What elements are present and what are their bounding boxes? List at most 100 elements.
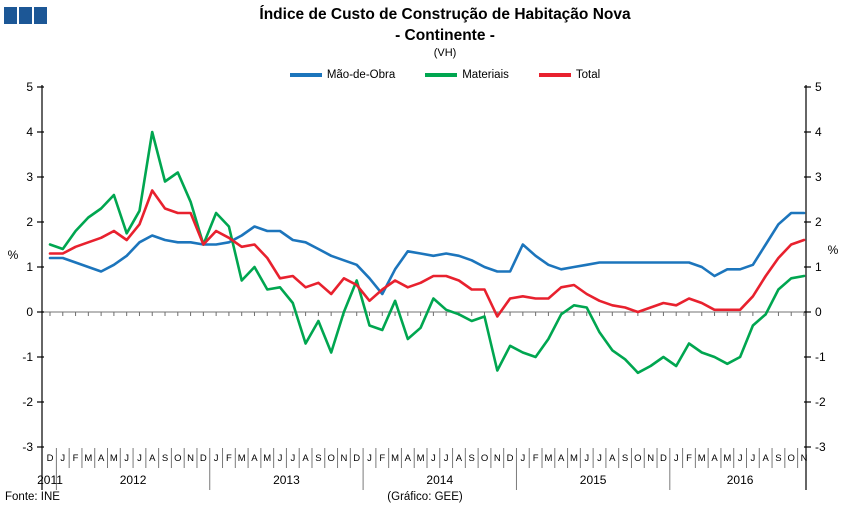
- month-label: A: [405, 453, 412, 464]
- y-tick-label-left: 0: [26, 305, 33, 319]
- month-label: A: [98, 453, 105, 464]
- month-label: M: [544, 453, 552, 464]
- y-tick-label-left: -3: [22, 440, 33, 454]
- month-label: M: [391, 453, 399, 464]
- series-line-materiais: [48, 130, 806, 375]
- month-label: J: [674, 453, 679, 464]
- year-label: 2011: [37, 473, 63, 487]
- y-axis-unit-left: %: [8, 248, 19, 262]
- chart-title: Índice de Custo de Construção de Habitaç…: [259, 6, 631, 23]
- y-tick-label-right: 0: [815, 305, 822, 319]
- month-label: O: [327, 453, 334, 464]
- y-tick-label-left: 4: [26, 125, 33, 139]
- month-label: S: [622, 453, 628, 464]
- month-label: N: [801, 453, 808, 464]
- month-label: A: [149, 453, 156, 464]
- month-label: N: [647, 453, 654, 464]
- month-label: J: [751, 453, 756, 464]
- y-tick-label-right: 4: [815, 125, 822, 139]
- y-axis-unit-right: %: [828, 243, 839, 257]
- legend-label: Materiais: [462, 69, 509, 81]
- y-tick-label-left: 3: [26, 170, 33, 184]
- year-label: 2013: [273, 473, 300, 487]
- legend-item-total: Total: [538, 69, 600, 81]
- month-label: J: [137, 453, 142, 464]
- month-label: N: [494, 453, 501, 464]
- month-label: J: [124, 453, 129, 464]
- y-tick-label-right: 2: [815, 215, 822, 229]
- month-label: M: [570, 453, 578, 464]
- logo: [4, 7, 47, 24]
- y-tick-label-left: 5: [26, 80, 33, 94]
- legend-line-swatch-green: [425, 73, 458, 77]
- month-label: M: [110, 453, 118, 464]
- legend-item-materiais: Materiais: [425, 69, 509, 81]
- month-label: O: [788, 453, 795, 464]
- month-label: M: [698, 453, 706, 464]
- series-line-total: [48, 189, 806, 318]
- month-label: A: [558, 453, 565, 464]
- month-label: A: [711, 453, 718, 464]
- month-label: A: [251, 453, 258, 464]
- month-label: S: [162, 453, 168, 464]
- month-label: F: [533, 453, 539, 464]
- month-label: O: [174, 453, 181, 464]
- month-label: J: [444, 453, 449, 464]
- y-tick-label-right: 3: [815, 170, 822, 184]
- y-tick-label-right: 1: [815, 260, 822, 274]
- month-label: M: [417, 453, 425, 464]
- y-tick-label-right: -3: [815, 440, 826, 454]
- logo-square-1: [4, 7, 17, 24]
- month-label: J: [367, 453, 372, 464]
- y-tick-label-right: -1: [815, 350, 826, 364]
- month-label: J: [431, 453, 436, 464]
- month-label: A: [609, 453, 616, 464]
- month-label: F: [686, 453, 692, 464]
- month-label: J: [520, 453, 525, 464]
- month-label: J: [597, 453, 602, 464]
- month-label: D: [507, 453, 514, 464]
- month-label: O: [634, 453, 641, 464]
- series-line-m-o-de-obra: [48, 211, 806, 296]
- title-block: Índice de Custo de Construção de Habitaç…: [40, 4, 850, 60]
- month-label: J: [584, 453, 589, 464]
- month-label: A: [302, 453, 309, 464]
- y-tick-label-left: 2: [26, 215, 33, 229]
- month-label: O: [481, 453, 488, 464]
- month-label: S: [775, 453, 781, 464]
- y-tick-label-right: 5: [815, 80, 822, 94]
- month-label: J: [738, 453, 743, 464]
- year-label: 2012: [120, 473, 147, 487]
- legend-label: Mão-de-Obra: [326, 69, 396, 81]
- y-tick-label-left: -2: [22, 395, 33, 409]
- y-tick-label-left: 1: [26, 260, 33, 274]
- year-label: 2014: [426, 473, 453, 487]
- month-label: D: [353, 453, 360, 464]
- y-tick-label-right: -2: [815, 395, 826, 409]
- year-label: 2015: [580, 473, 607, 487]
- month-label: J: [60, 453, 65, 464]
- month-label: F: [73, 453, 79, 464]
- month-label: M: [723, 453, 731, 464]
- month-label: N: [187, 453, 194, 464]
- logo-square-2: [19, 7, 32, 24]
- legend: Mão-de-Obra Materiais Total: [40, 69, 850, 81]
- credit-note: (Gráfico: GEE): [387, 491, 463, 503]
- month-label: N: [340, 453, 347, 464]
- month-label: F: [226, 453, 232, 464]
- month-label: J: [290, 453, 295, 464]
- month-label: D: [660, 453, 667, 464]
- chart-subtitle: - Continente -: [395, 27, 495, 44]
- month-label: J: [278, 453, 283, 464]
- chart-unit-label: (VH): [433, 47, 457, 59]
- month-label: S: [469, 453, 475, 464]
- month-label: M: [238, 453, 246, 464]
- month-label: A: [456, 453, 463, 464]
- y-tick-label-left: -1: [22, 350, 33, 364]
- month-label: D: [200, 453, 207, 464]
- source-note: Fonte: INE: [5, 491, 60, 503]
- month-label: S: [315, 453, 321, 464]
- legend-item-mao-de-obra: Mão-de-Obra: [289, 69, 396, 81]
- legend-line-swatch-red: [538, 73, 571, 77]
